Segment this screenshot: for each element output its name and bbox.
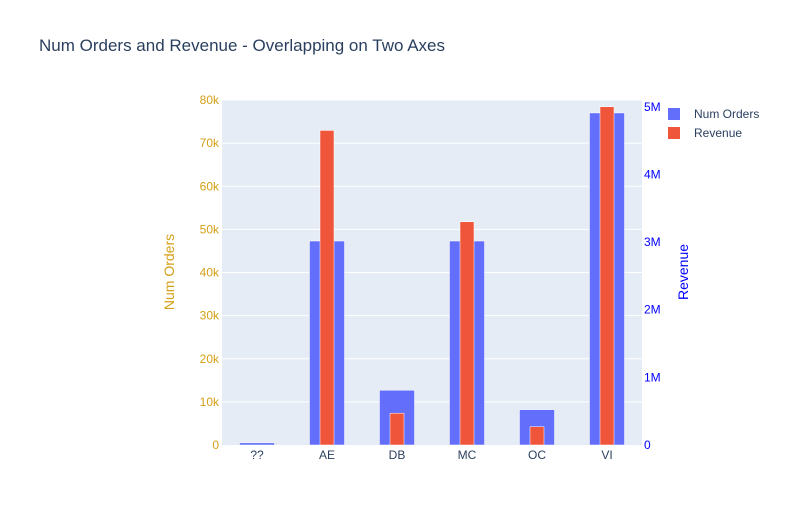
left-tick-label: 0: [212, 438, 219, 452]
x-tick-label: MC: [458, 448, 477, 462]
right-tick-label: 2M: [644, 303, 661, 317]
num-orders-bar: [239, 442, 275, 446]
revenue-bar: [459, 221, 475, 446]
right-axis-title: Revenue: [675, 244, 691, 300]
left-tick-label: 30k: [200, 309, 220, 323]
right-tick-label: 0: [644, 438, 651, 452]
right-axis-ticks: 0 1M 2M 3M 4M 5M: [644, 100, 661, 452]
right-tick-label: 1M: [644, 370, 661, 384]
left-axis-ticks: 0 10k 20k 30k 40k 50k 60k 70k 80k: [200, 93, 220, 452]
x-tick-label: ??: [250, 448, 264, 462]
chart-title: Num Orders and Revenue - Overlapping on …: [39, 36, 445, 55]
revenue-bar: [319, 130, 335, 446]
left-tick-label: 10k: [200, 395, 220, 409]
revenue-bar: [389, 412, 405, 446]
x-tick-label: OC: [528, 448, 546, 462]
revenue-bar: [529, 426, 545, 446]
legend-swatch: [668, 108, 680, 120]
left-tick-label: 40k: [200, 266, 220, 280]
left-tick-label: 70k: [200, 136, 220, 150]
x-tick-label: DB: [389, 448, 406, 462]
right-tick-label: 3M: [644, 235, 661, 249]
left-tick-label: 50k: [200, 222, 220, 236]
right-tick-label: 4M: [644, 167, 661, 181]
gridlines: [222, 99, 642, 403]
x-tick-label: AE: [319, 448, 335, 462]
revenue-bars: [319, 106, 615, 446]
legend-label: Revenue: [694, 126, 742, 140]
right-tick-label: 5M: [644, 100, 661, 114]
left-tick-label: 60k: [200, 179, 220, 193]
left-axis-title: Num Orders: [161, 234, 177, 310]
revenue-bar: [599, 106, 615, 446]
legend[interactable]: Num Orders Revenue: [668, 107, 759, 140]
x-axis-ticks: ?? AE DB MC OC VI: [250, 448, 612, 462]
left-tick-label: 80k: [200, 93, 220, 107]
legend-label: Num Orders: [694, 107, 759, 121]
left-tick-label: 20k: [200, 352, 220, 366]
x-tick-label: VI: [601, 448, 612, 462]
legend-swatch: [668, 127, 680, 139]
